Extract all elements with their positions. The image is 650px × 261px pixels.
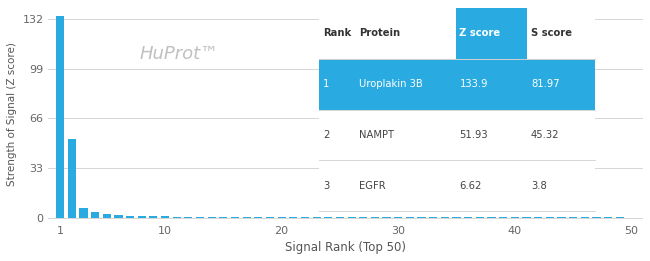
Text: 133.9: 133.9 <box>460 79 488 89</box>
Bar <box>150 216 157 218</box>
Bar <box>161 216 169 218</box>
Bar <box>499 217 507 218</box>
Bar <box>79 208 88 218</box>
Bar <box>126 216 134 218</box>
Bar <box>68 139 76 218</box>
Bar <box>394 217 402 218</box>
Bar <box>417 217 426 218</box>
Bar <box>359 217 367 218</box>
Bar <box>207 217 216 218</box>
Bar <box>301 217 309 218</box>
Bar <box>406 217 414 218</box>
Bar <box>242 217 251 218</box>
Text: Rank: Rank <box>323 28 351 38</box>
Text: 51.93: 51.93 <box>460 130 488 140</box>
Text: 45.32: 45.32 <box>531 130 560 140</box>
Text: S score: S score <box>531 28 572 38</box>
Bar <box>231 217 239 218</box>
Bar <box>324 217 332 218</box>
Bar <box>429 217 437 218</box>
Bar <box>371 217 379 218</box>
Bar <box>254 217 263 218</box>
Bar <box>266 217 274 218</box>
Bar <box>336 217 344 218</box>
X-axis label: Signal Rank (Top 50): Signal Rank (Top 50) <box>285 241 406 254</box>
Text: 2: 2 <box>323 130 330 140</box>
Text: 3: 3 <box>323 181 329 191</box>
Text: Uroplakin 3B: Uroplakin 3B <box>359 79 422 89</box>
Text: Z score: Z score <box>460 28 500 38</box>
Bar <box>114 215 122 218</box>
Bar <box>464 217 473 218</box>
Bar <box>91 212 99 218</box>
Text: Protein: Protein <box>359 28 400 38</box>
Bar <box>138 216 146 218</box>
Y-axis label: Strength of Signal (Z score): Strength of Signal (Z score) <box>7 42 17 186</box>
Bar <box>103 214 111 218</box>
Bar <box>488 217 495 218</box>
Bar <box>185 217 192 218</box>
Bar <box>452 217 461 218</box>
Bar <box>173 217 181 218</box>
Bar <box>441 217 449 218</box>
Bar <box>382 217 391 218</box>
Bar <box>196 217 204 218</box>
Bar <box>56 16 64 218</box>
Text: EGFR: EGFR <box>359 181 385 191</box>
Text: 81.97: 81.97 <box>531 79 560 89</box>
Text: 6.62: 6.62 <box>460 181 482 191</box>
Bar <box>476 217 484 218</box>
Text: HuProt™: HuProt™ <box>140 45 219 63</box>
Bar <box>511 217 519 218</box>
Bar <box>289 217 298 218</box>
Text: 3.8: 3.8 <box>531 181 547 191</box>
Text: NAMPT: NAMPT <box>359 130 394 140</box>
Bar <box>348 217 356 218</box>
Bar <box>278 217 286 218</box>
Bar <box>313 217 320 218</box>
Text: 1: 1 <box>323 79 330 89</box>
Bar <box>219 217 227 218</box>
